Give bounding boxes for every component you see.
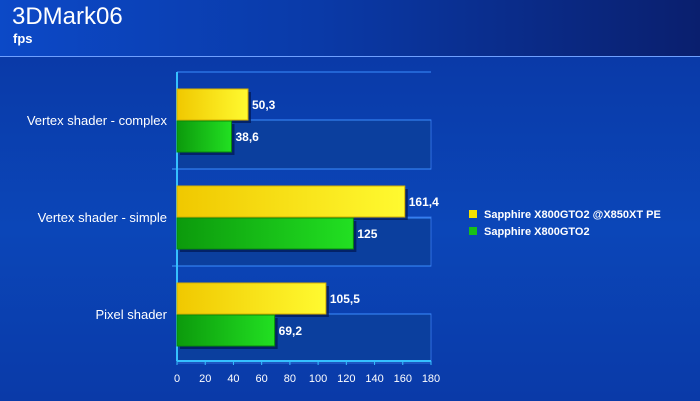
chart-subtitle: fps — [13, 31, 33, 46]
category-label: Vertex shader - complex — [27, 113, 168, 128]
bar — [176, 120, 232, 153]
bar-value-label: 105,5 — [330, 292, 360, 306]
x-tick-label: 140 — [365, 373, 383, 385]
bar — [176, 185, 406, 218]
legend-swatch — [469, 210, 477, 218]
x-tick-label: 160 — [394, 373, 412, 385]
x-tick-label: 0 — [174, 373, 180, 385]
x-tick-label: 180 — [422, 373, 440, 385]
x-tick-label: 100 — [309, 373, 327, 385]
bar-value-label: 161,4 — [409, 195, 439, 209]
x-tick-label: 40 — [227, 373, 239, 385]
chart-title: 3DMark06 — [12, 3, 123, 30]
bar-value-label: 38,6 — [235, 130, 259, 144]
x-tick-label: 80 — [284, 373, 296, 385]
legend-swatch — [469, 227, 477, 235]
x-tick-label: 120 — [337, 373, 355, 385]
bar-value-label: 69,2 — [279, 324, 303, 338]
category-label: Vertex shader - simple — [38, 210, 167, 225]
category-label: Pixel shader — [95, 307, 167, 322]
bar — [176, 314, 276, 347]
x-tick-label: 60 — [256, 373, 268, 385]
bar-value-label: 50,3 — [252, 98, 276, 112]
legend-label: Sapphire X800GTO2 — [484, 226, 590, 238]
bar — [176, 88, 249, 121]
bar — [176, 282, 327, 315]
bar — [176, 217, 354, 250]
chart-header: 3DMark06 fps — [0, 0, 700, 56]
bar-value-label: 125 — [357, 227, 377, 241]
legend-label: Sapphire X800GTO2 @X850XT PE — [484, 209, 661, 221]
x-tick-label: 20 — [199, 373, 211, 385]
